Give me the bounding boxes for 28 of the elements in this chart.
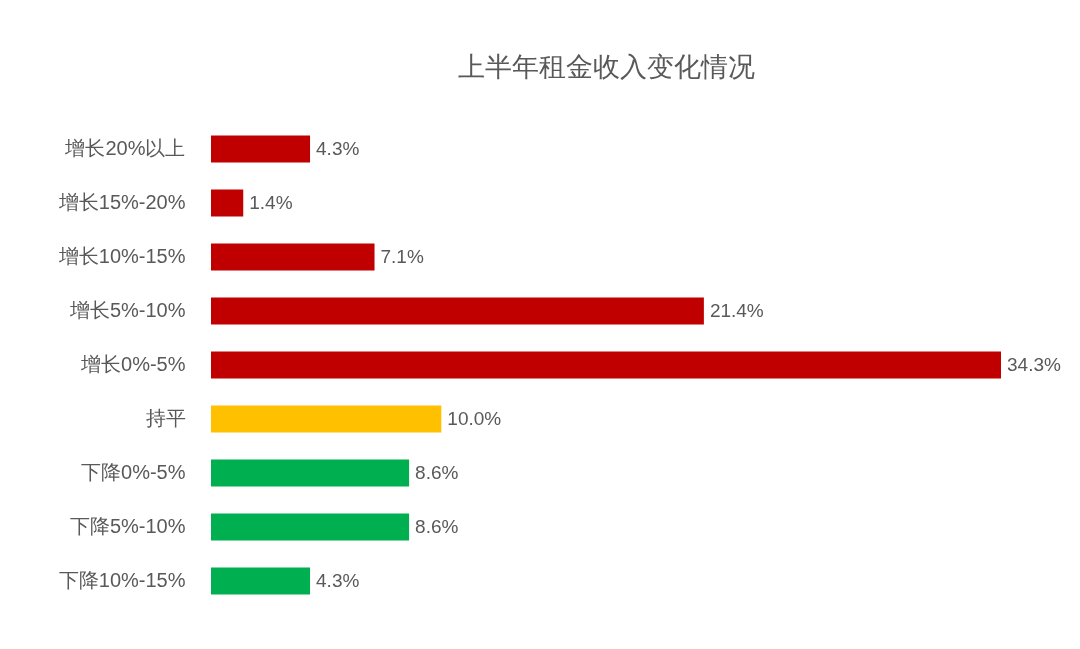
bar bbox=[211, 243, 375, 271]
data-label: 4.3% bbox=[316, 570, 360, 591]
chart-title: 上半年租金收入变化情况 bbox=[457, 52, 755, 82]
y-tick-label: 增长15%-20% bbox=[57, 191, 186, 213]
data-label: 8.6% bbox=[415, 516, 459, 537]
y-tick-label: 增长10%-15% bbox=[57, 245, 186, 267]
bar bbox=[211, 351, 1001, 379]
bar bbox=[211, 567, 311, 595]
bar bbox=[211, 405, 442, 433]
data-label: 1.4% bbox=[249, 192, 293, 213]
y-tick-label: 增长5%-10% bbox=[68, 299, 186, 321]
data-label: 34.3% bbox=[1007, 354, 1061, 375]
y-tick-label: 下降5%-10% bbox=[69, 515, 186, 537]
bar bbox=[211, 459, 410, 487]
y-tick-label: 持平 bbox=[145, 407, 186, 429]
bar bbox=[211, 135, 311, 163]
y-tick-label: 增长20%以上 bbox=[64, 137, 186, 159]
data-label: 4.3% bbox=[316, 138, 360, 159]
y-tick-label: 下降0%-5% bbox=[81, 461, 186, 483]
bar bbox=[211, 297, 704, 325]
y-tick-label: 增长0%-5% bbox=[80, 353, 186, 375]
bar bbox=[211, 513, 410, 541]
data-label: 7.1% bbox=[380, 246, 424, 267]
y-tick-label: 下降10%-15% bbox=[58, 569, 186, 591]
data-label: 10.0% bbox=[447, 408, 502, 429]
data-label: 8.6% bbox=[415, 462, 459, 483]
data-label: 21.4% bbox=[709, 300, 764, 321]
bar bbox=[211, 189, 244, 217]
